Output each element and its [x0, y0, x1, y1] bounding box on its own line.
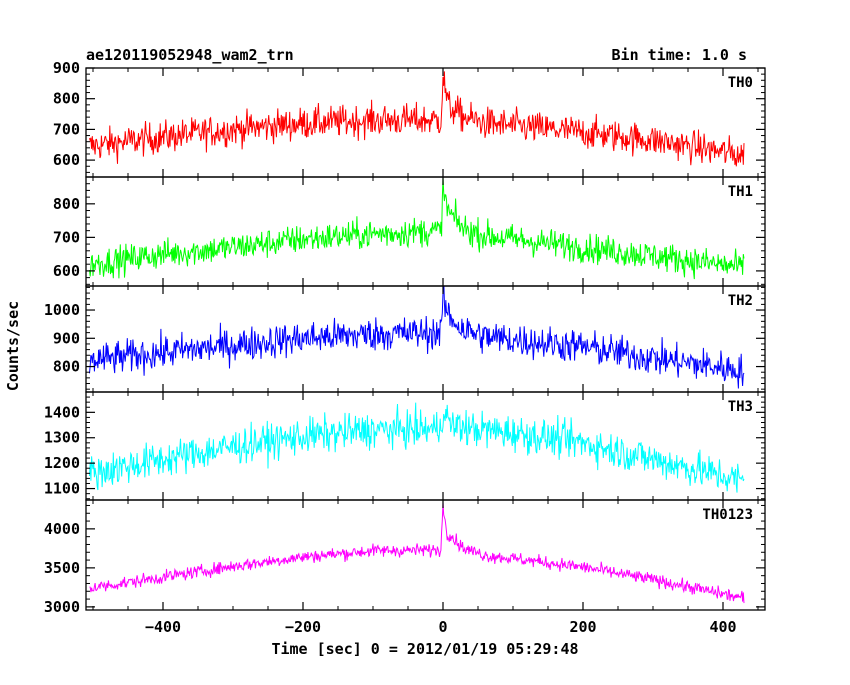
series-line-th3: [89, 402, 745, 493]
series-line-th0123: [89, 502, 745, 604]
y-tick-label: 1400: [44, 403, 80, 421]
x-axis-ticks: −400 −200 0 200 400: [145, 618, 737, 636]
panel-frame: [85, 176, 766, 287]
y-tick-label: 1100: [44, 480, 80, 498]
y-tick-label: 1300: [44, 429, 80, 447]
bin-time-label: Bin time: 1.0 s: [612, 46, 747, 64]
y-tick-label: 800: [53, 358, 80, 376]
y-tick-label: 4000: [44, 520, 80, 538]
x-tick-label: −400: [145, 618, 181, 636]
series-line-th0: [89, 71, 745, 167]
x-tick-label: 0: [438, 618, 447, 636]
y-tick-label: 900: [53, 59, 80, 77]
panel-label-th1: TH1: [728, 184, 753, 200]
panel-th3: 1100 1200 1300 1400 TH3: [44, 391, 766, 501]
y-axis-label: Counts/sec: [4, 301, 22, 391]
panel-frame: [85, 499, 766, 611]
panel-label-th2: TH2: [728, 293, 753, 309]
y-tick-label: 700: [53, 228, 80, 246]
x-tick-label: −200: [285, 618, 321, 636]
x-tick-label: 400: [709, 618, 736, 636]
y-tick-label: 800: [53, 90, 80, 108]
panel-label-th3: TH3: [728, 399, 753, 415]
y-tick-label: 800: [53, 195, 80, 213]
y-tick-label: 900: [53, 329, 80, 347]
panel-th2: 800 900 1000 TH2: [44, 285, 766, 393]
y-tick-label: 3500: [44, 559, 80, 577]
y-tick-label: 1200: [44, 454, 80, 472]
y-tick-label: 1000: [44, 301, 80, 319]
x-tick-label: 200: [569, 618, 596, 636]
y-tick-label: 600: [53, 151, 80, 169]
panel-frame: [85, 391, 766, 501]
y-tick-label: 700: [53, 120, 80, 138]
panel-th0123: 3000 3500 4000 TH0123: [44, 499, 766, 616]
panel-label-th0123: TH0123: [702, 507, 753, 523]
series-line-th2: [89, 286, 745, 389]
x-axis-label: Time [sec] 0 = 2012/01/19 05:29:48: [271, 640, 578, 658]
panels-group: 600 700 800 900 TH0 600 700 800 TH1 800 900 1000 TH2…: [44, 59, 766, 616]
panel-label-th0: TH0: [728, 75, 753, 91]
panel-th0: 600 700 800 900 TH0: [53, 59, 766, 178]
series-line-th1: [89, 177, 745, 280]
y-tick-label: 3000: [44, 598, 80, 616]
y-tick-label: 600: [53, 262, 80, 280]
panel-th1: 600 700 800 TH1: [53, 176, 766, 287]
chart-title: ae120119052948_wam2_trn: [86, 46, 294, 64]
